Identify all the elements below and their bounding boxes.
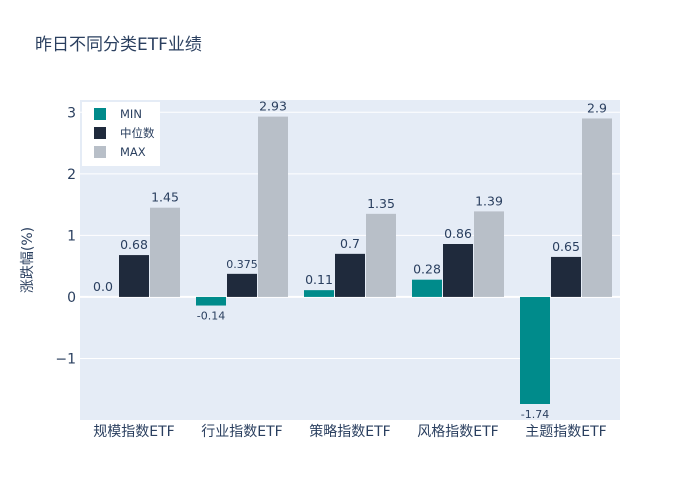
x-axis-ticks: 规模指数ETF 行业指数ETF 策略指数ETF 风格指数ETF 主题指数ETF xyxy=(93,423,606,440)
legend-swatch[interactable] xyxy=(94,146,106,158)
bar[interactable] xyxy=(227,274,257,297)
y-axis-ticks: −1 0 1 2 3 xyxy=(55,105,76,367)
data-label: 1.45 xyxy=(151,190,179,205)
bar[interactable] xyxy=(366,214,396,297)
legend-swatch[interactable] xyxy=(94,108,106,120)
y-tick-label: −1 xyxy=(55,351,76,367)
data-label: 0.68 xyxy=(120,237,148,252)
data-label: 0.0 xyxy=(93,279,113,294)
data-label: 1.35 xyxy=(367,196,395,211)
chart-title: 昨日不同分类ETF业绩 xyxy=(35,35,202,55)
data-label: 2.93 xyxy=(259,99,287,114)
legend-swatch[interactable] xyxy=(94,127,106,139)
data-label: 2.9 xyxy=(587,100,607,115)
x-tick-label: 风格指数ETF xyxy=(417,424,498,440)
x-tick-label: 规模指数ETF xyxy=(93,424,174,440)
y-tick-label: 2 xyxy=(67,167,76,183)
data-label: 0.65 xyxy=(552,239,580,254)
bar[interactable] xyxy=(119,255,149,297)
bar[interactable] xyxy=(443,244,473,297)
bar[interactable] xyxy=(150,208,180,297)
y-tick-label: 0 xyxy=(67,290,76,306)
data-label: 0.86 xyxy=(444,226,472,241)
x-tick-label: 策略指数ETF xyxy=(309,423,390,440)
y-tick-label: 3 xyxy=(67,105,76,121)
data-label: -1.74 xyxy=(521,408,549,421)
bar[interactable] xyxy=(196,297,226,306)
bar[interactable] xyxy=(582,118,612,296)
bar[interactable] xyxy=(304,290,334,297)
bar[interactable] xyxy=(412,280,442,297)
legend-item-label[interactable]: MAX xyxy=(120,145,146,159)
legend-item-label[interactable]: MIN xyxy=(120,107,142,121)
y-tick-label: 1 xyxy=(67,228,76,244)
data-label: 0.11 xyxy=(305,272,333,287)
legend-item-label[interactable]: 中位数 xyxy=(120,126,155,140)
bar[interactable] xyxy=(520,297,550,404)
data-label: -0.14 xyxy=(197,310,225,323)
legend[interactable]: MIN 中位数 MAX xyxy=(82,102,160,166)
data-label: 0.375 xyxy=(226,258,258,271)
data-label: 0.7 xyxy=(340,236,360,251)
bar[interactable] xyxy=(335,254,365,297)
data-label: 0.28 xyxy=(413,262,441,277)
y-axis-title: 涨跌幅(%) xyxy=(20,227,36,293)
bar[interactable] xyxy=(258,117,288,297)
x-tick-label: 主题指数ETF xyxy=(525,424,606,440)
x-tick-label: 行业指数ETF xyxy=(201,424,282,440)
bar[interactable] xyxy=(474,211,504,297)
bar[interactable] xyxy=(551,257,581,297)
data-label: 1.39 xyxy=(475,193,503,208)
